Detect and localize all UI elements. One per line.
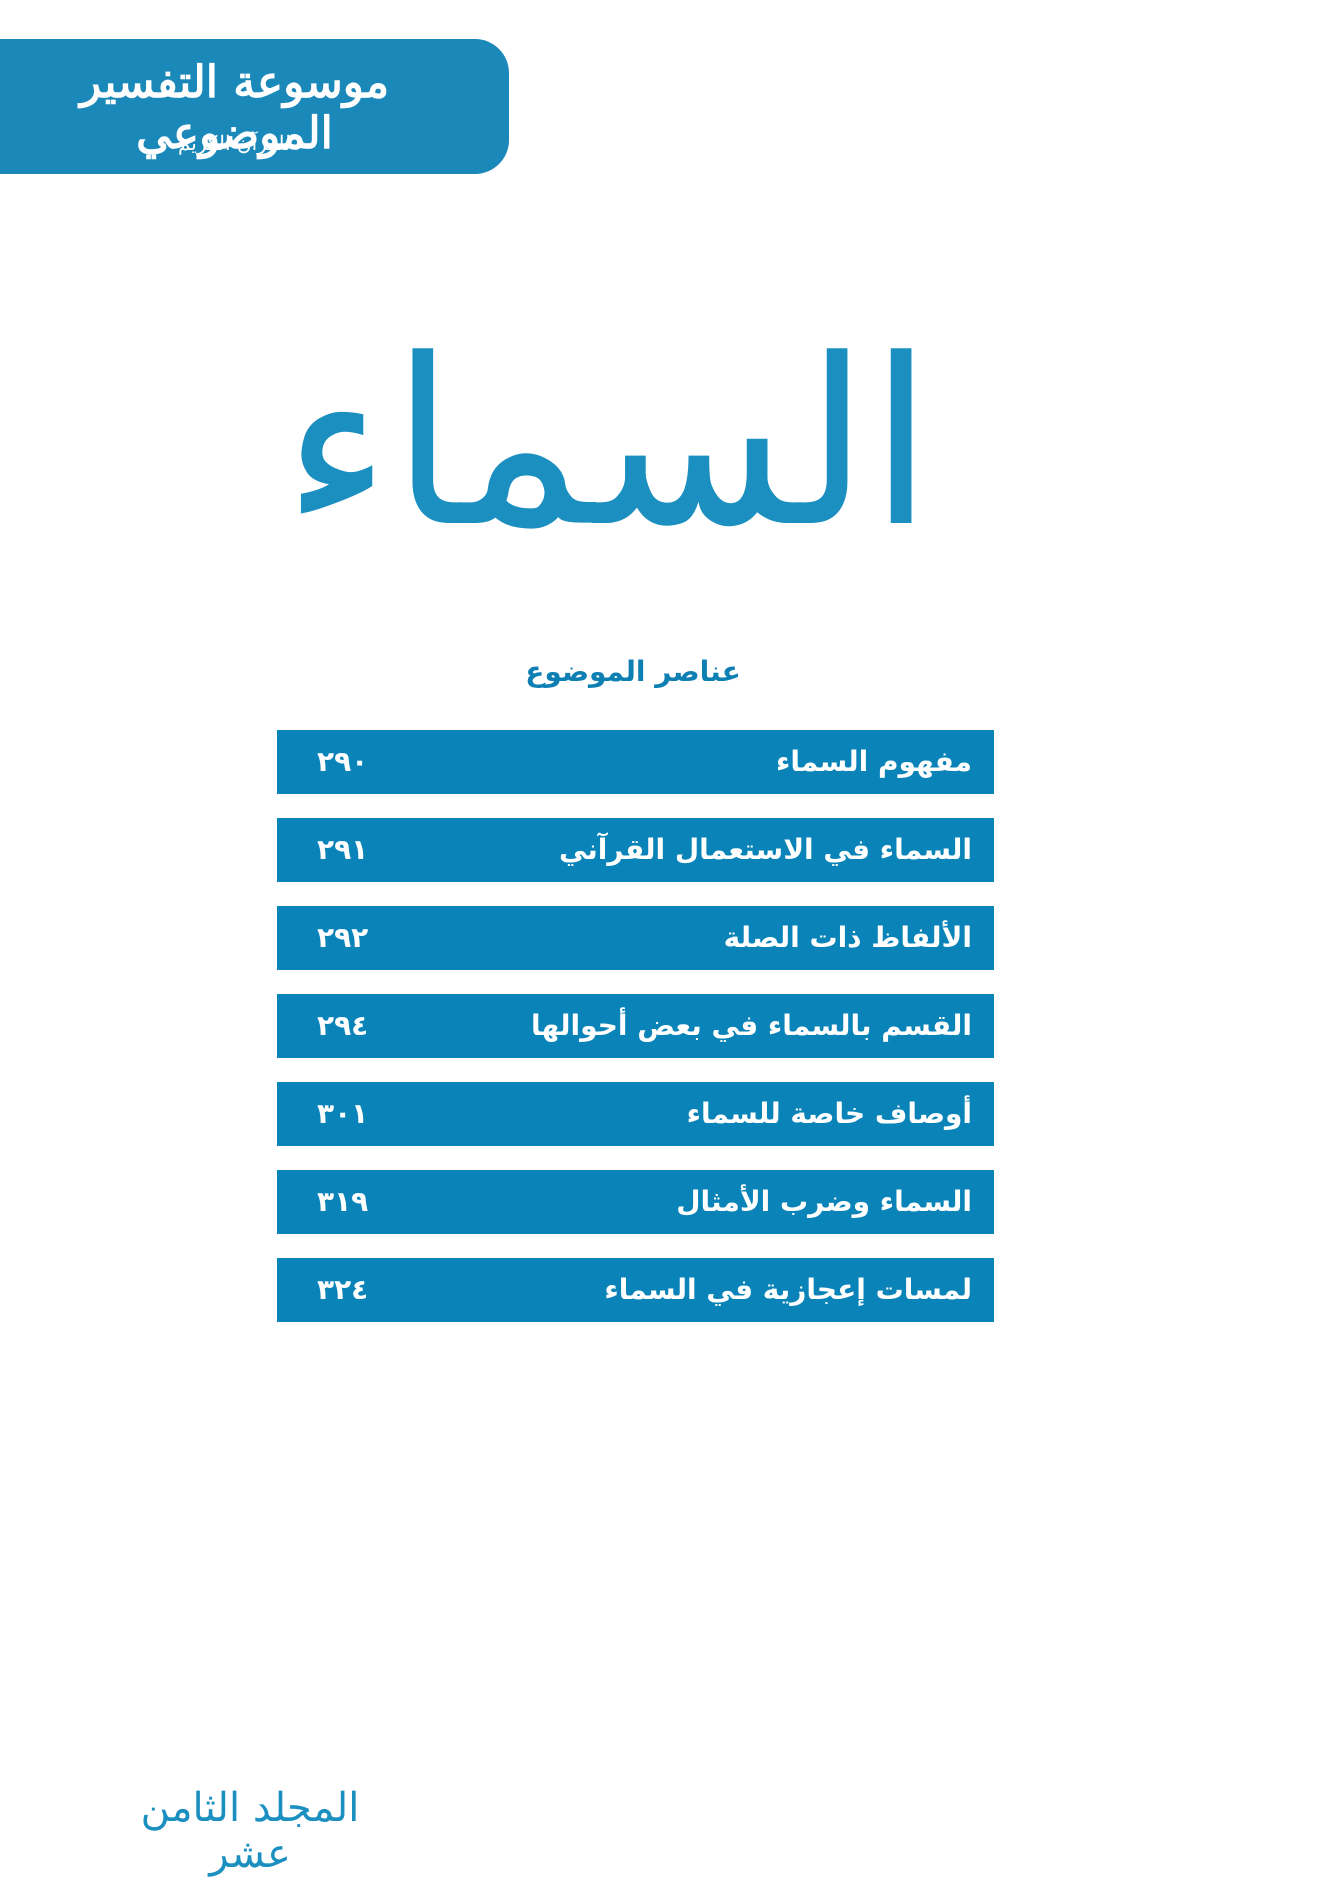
toc-row: السماء وضرب الأمثال ٣١٩ — [277, 1170, 994, 1234]
toc-item-title: مفهوم السماء — [776, 745, 972, 778]
toc-item-page: ٣٢٤ — [317, 1273, 369, 1306]
toc-row: مفهوم السماء ٢٩٠ — [277, 730, 994, 794]
series-title: موسوعة التفسير الموضوعي — [79, 57, 390, 159]
toc-item-page: ٢٩٤ — [317, 1009, 369, 1042]
toc-row: أوصاف خاصة للسماء ٣٠١ — [277, 1082, 994, 1146]
toc-item-title: أوصاف خاصة للسماء — [686, 1097, 972, 1130]
toc-item-page: ٣٠١ — [317, 1097, 369, 1130]
volume-label: المجلد الثامن عشر — [140, 1785, 360, 1877]
toc-item-page: ٢٩١ — [317, 833, 369, 866]
toc-row: السماء في الاستعمال القرآني ٢٩١ — [277, 818, 994, 882]
toc-item-title: السماء وضرب الأمثال — [676, 1185, 972, 1218]
toc-item-title: السماء في الاستعمال القرآني — [558, 833, 972, 866]
toc-item-page: ٣١٩ — [317, 1185, 369, 1218]
toc-heading: عناصر الموضوع — [525, 655, 741, 688]
topic-title: السماء — [282, 311, 933, 578]
toc-row: القسم بالسماء في بعض أحوالها ٢٩٤ — [277, 994, 994, 1058]
series-banner: موسوعة التفسير الموضوعي للقرآن الكريم — [0, 39, 509, 174]
toc-item-title: الألفاظ ذات الصلة — [723, 921, 972, 954]
toc-row: لمسات إعجازية في السماء ٣٢٤ — [277, 1258, 994, 1322]
toc-item-page: ٢٩٢ — [317, 921, 369, 954]
toc-item-title: القسم بالسماء في بعض أحوالها — [531, 1009, 972, 1042]
toc-list: مفهوم السماء ٢٩٠ السماء في الاستعمال القرآ… — [277, 730, 994, 1346]
series-subtitle: للقرآن الكريم — [177, 131, 292, 155]
toc-item-title: لمسات إعجازية في السماء — [604, 1273, 972, 1306]
toc-item-page: ٢٩٠ — [317, 745, 369, 778]
toc-row: الألفاظ ذات الصلة ٢٩٢ — [277, 906, 994, 970]
